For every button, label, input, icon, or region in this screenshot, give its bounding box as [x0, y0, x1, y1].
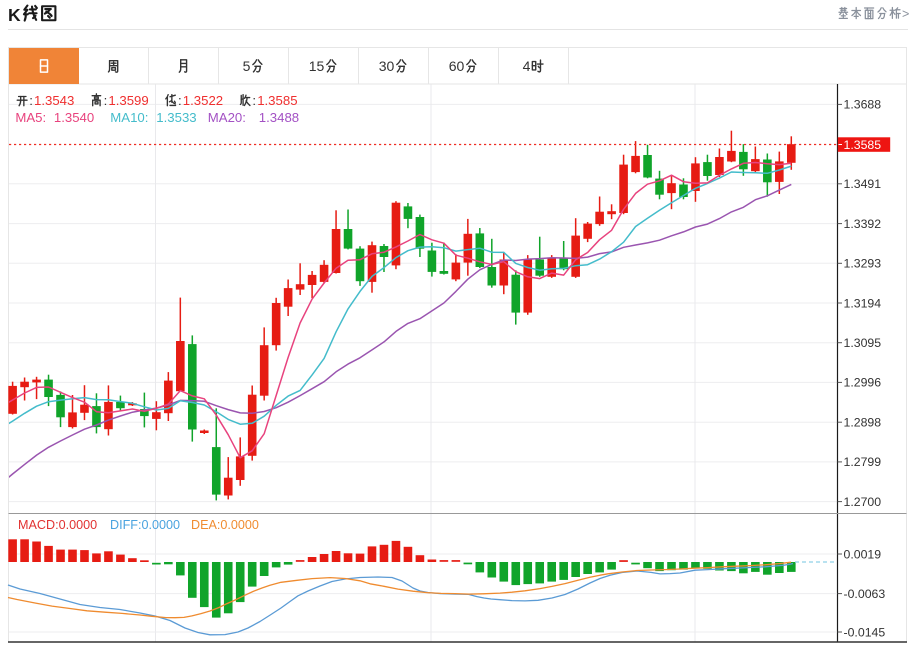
svg-text:1.2700: 1.2700: [844, 495, 882, 509]
svg-text:>: >: [902, 7, 909, 21]
svg-text:1.2996: 1.2996: [844, 376, 882, 390]
svg-text:DIFF:0.0000: DIFF:0.0000: [110, 518, 180, 532]
svg-text:1.3688: 1.3688: [844, 98, 882, 112]
svg-text::: :: [104, 93, 108, 108]
svg-text:0.0019: 0.0019: [844, 547, 882, 561]
svg-text::: :: [252, 93, 256, 108]
svg-text:MA10:: MA10:: [110, 110, 148, 125]
svg-text:1.3543: 1.3543: [34, 93, 74, 108]
svg-text:4: 4: [523, 58, 531, 74]
svg-text:1.3599: 1.3599: [108, 93, 148, 108]
svg-text:K: K: [8, 5, 21, 25]
svg-text:30: 30: [379, 58, 395, 74]
svg-text:1.3392: 1.3392: [844, 217, 882, 231]
svg-text:1.3488: 1.3488: [259, 110, 299, 125]
svg-text:1.3095: 1.3095: [844, 336, 882, 350]
svg-text::: :: [29, 93, 33, 108]
svg-text:5: 5: [243, 58, 251, 74]
svg-text:DEA:0.0000: DEA:0.0000: [191, 518, 259, 532]
svg-text:1.3585: 1.3585: [844, 138, 882, 152]
svg-text:15: 15: [309, 58, 325, 74]
svg-text:-0.0145: -0.0145: [844, 625, 886, 639]
svg-text:1.2799: 1.2799: [844, 455, 882, 469]
svg-text:1.3293: 1.3293: [844, 257, 882, 271]
svg-text:-0.0063: -0.0063: [844, 587, 886, 601]
svg-text:MA20:: MA20:: [208, 110, 246, 125]
svg-text:1.3533: 1.3533: [156, 110, 196, 125]
svg-text:MA5:: MA5:: [15, 110, 46, 125]
svg-text:1.3194: 1.3194: [844, 296, 882, 310]
svg-text:1.2898: 1.2898: [844, 416, 882, 430]
svg-text:1.3585: 1.3585: [257, 93, 297, 108]
svg-text:1.3540: 1.3540: [54, 110, 94, 125]
svg-text:1.3522: 1.3522: [183, 93, 223, 108]
svg-text::: :: [178, 93, 182, 108]
svg-text:60: 60: [449, 58, 465, 74]
svg-text:1.3491: 1.3491: [844, 177, 882, 191]
svg-text:MACD:0.0000: MACD:0.0000: [18, 518, 97, 532]
